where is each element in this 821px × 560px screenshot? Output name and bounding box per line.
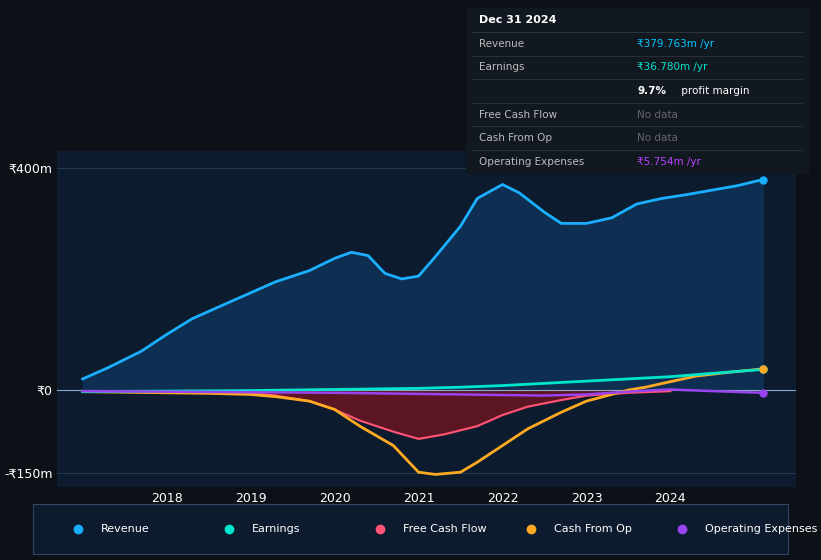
- Text: Cash From Op: Cash From Op: [554, 524, 632, 534]
- Text: Operating Expenses: Operating Expenses: [705, 524, 818, 534]
- Text: No data: No data: [637, 110, 678, 120]
- Text: ₹36.780m /yr: ₹36.780m /yr: [637, 62, 708, 72]
- Text: Revenue: Revenue: [101, 524, 149, 534]
- Text: ₹379.763m /yr: ₹379.763m /yr: [637, 39, 714, 49]
- Text: Revenue: Revenue: [479, 39, 525, 49]
- Text: Free Cash Flow: Free Cash Flow: [403, 524, 487, 534]
- Text: Cash From Op: Cash From Op: [479, 133, 553, 143]
- Text: Free Cash Flow: Free Cash Flow: [479, 110, 557, 120]
- Text: profit margin: profit margin: [678, 86, 750, 96]
- Text: ₹5.754m /yr: ₹5.754m /yr: [637, 157, 701, 167]
- Text: Operating Expenses: Operating Expenses: [479, 157, 585, 167]
- Text: Dec 31 2024: Dec 31 2024: [479, 15, 557, 25]
- Text: 9.7%: 9.7%: [637, 86, 666, 96]
- Text: Earnings: Earnings: [252, 524, 300, 534]
- Text: Earnings: Earnings: [479, 62, 525, 72]
- Text: No data: No data: [637, 133, 678, 143]
